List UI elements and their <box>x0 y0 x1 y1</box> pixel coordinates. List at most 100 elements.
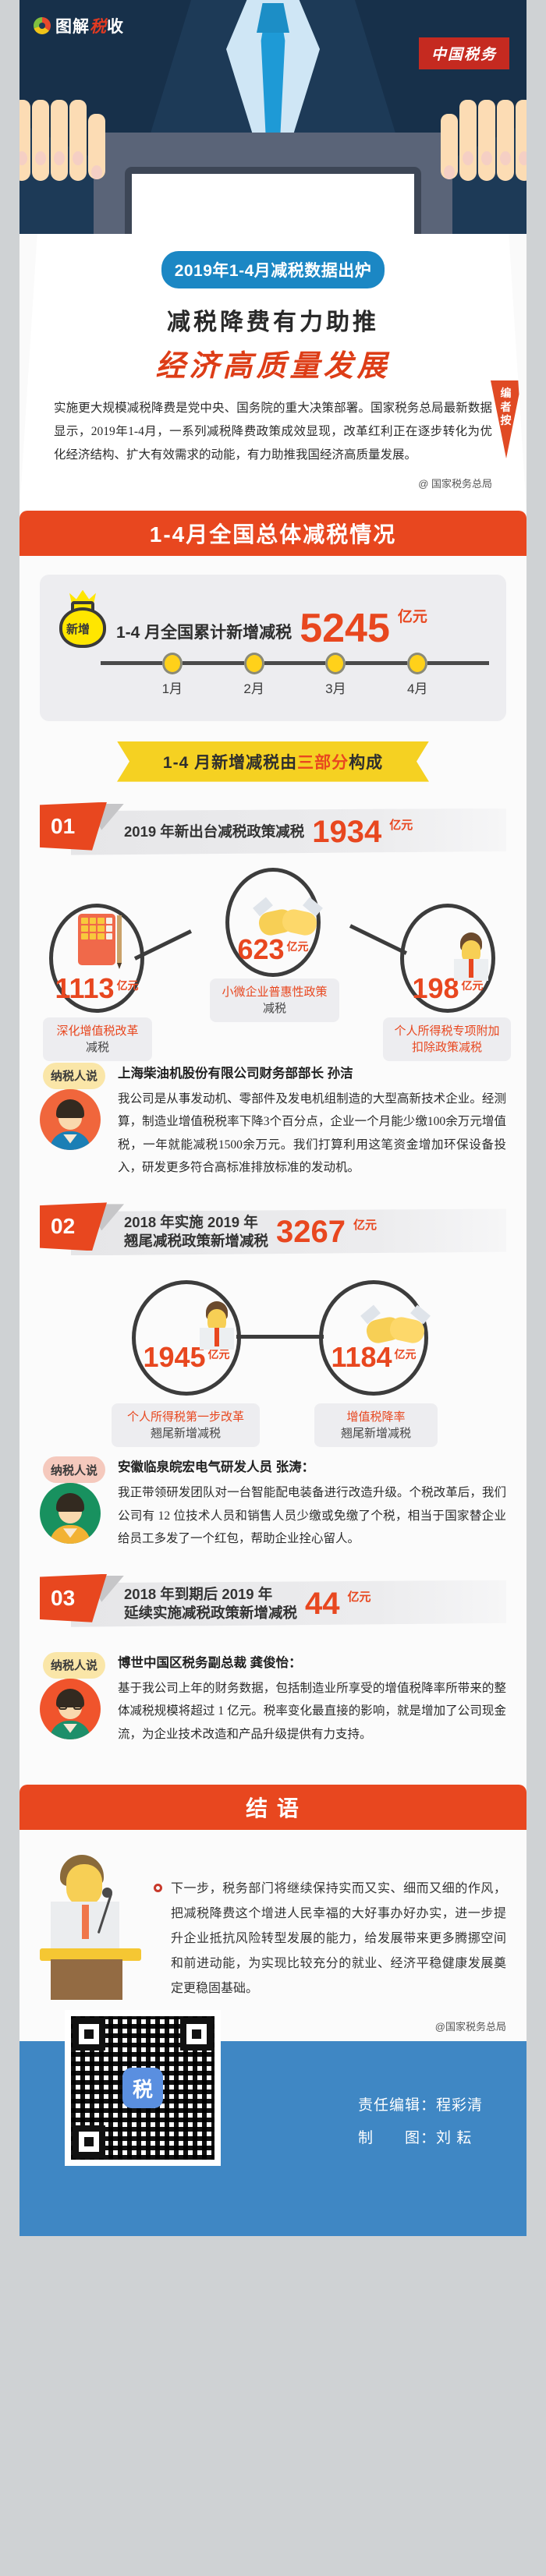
timeline-dot-icon <box>161 652 183 674</box>
total-card: 新增 1-4 月全国累计新增减税 5245 亿元 1月 2月 <box>40 574 506 721</box>
page-footer: 税 责任编辑：程彩清 制 图：刘 耘 <box>20 2010 526 2237</box>
avatar <box>40 1088 101 1150</box>
node-caption-vat-reform: 深化增值税改革 减税 <box>43 1017 152 1061</box>
timeline-dot-icon <box>407 652 428 674</box>
cover-paper: 2019年1-4月减税数据出炉 减税降费有力助推 经济高质量发展 编 者 按 实… <box>20 234 526 511</box>
laptop-screen-frame <box>125 167 421 234</box>
money-bag-icon: 新增 <box>57 589 108 648</box>
person-icon <box>197 1301 237 1350</box>
total-section-body: 新增 1-4 月全国累计新增减税 5245 亿元 1月 2月 <box>20 555 526 1785</box>
total-unit: 亿元 <box>397 608 427 625</box>
headline-primary: 减税降费有力助推 <box>167 310 379 335</box>
node-caption-small-business: 小微企业普惠性政策 减税 <box>210 978 339 1022</box>
handshake-icon <box>253 897 323 942</box>
node-value: 1184 <box>331 1341 392 1374</box>
section-01-unit: 亿元 <box>389 818 413 832</box>
quote-speaker-name: 博世中国区税务副总裁 龚俊怡： <box>118 1655 302 1670</box>
person-icon <box>451 932 491 981</box>
section-head-02: 02 2018 年实施 2019 年 翘尾减税政策新增减税 3267 亿元 <box>40 1202 506 1260</box>
money-bag-label: 新增 <box>66 622 90 636</box>
calculator-icon <box>78 913 122 969</box>
editor-note-flag: 编 者 按 <box>491 380 522 458</box>
timeline-line <box>101 661 162 666</box>
qr-code[interactable]: 税 <box>65 2010 221 2167</box>
taxpayer-quote-01: 纳税人说 上海柴油机股份有限公司财务部部长 孙洁 我公司是从事发动机、零部件及发… <box>40 1062 506 1180</box>
data-release-badge: 2019年1-4月减税数据出炉 <box>161 251 385 288</box>
timeline-label: 4月 <box>406 681 428 696</box>
footer-credits: 责任编辑：程彩清 制 图：刘 耘 <box>358 2089 483 2155</box>
glasses-icon <box>58 1701 82 1710</box>
node-vat-rate-cut: 1184 亿元 <box>319 1280 431 1396</box>
section-03-value: 44 <box>305 1586 340 1621</box>
avatar <box>40 1678 101 1739</box>
node-connector <box>349 923 407 955</box>
section-number-01: 01 <box>40 801 107 851</box>
section-01-node-chart: 1113 亿元 深化增值税改革 减税 623 亿元 <box>40 863 511 1061</box>
hand-left-icon <box>20 100 105 181</box>
node-value: 623 <box>237 932 285 965</box>
conclusion-text: 下一步，税务部门将继续保持实而又实、细而又细的作风，把减税降费这个增进人民幸福的… <box>154 1877 506 2001</box>
composition-ribbon: 1-4 月新增减税由三部分构成 <box>117 741 429 782</box>
node-vat-reform: 1113 亿元 <box>49 903 144 1013</box>
timeline-node-3: 3月 <box>325 652 346 696</box>
quote-bubble-label: 纳税人说 <box>43 1062 105 1098</box>
section-02-node-chart: 1945 亿元 个人所得税第一步改革 翘尾新增减税 1184 亿元 <box>40 1263 506 1448</box>
hand-right-icon <box>441 100 526 181</box>
footer-designer: 制 图：刘 耘 <box>357 2129 473 2146</box>
node-caption-personal-income-tax: 个人所得税专项附加 扣除政策减税 <box>383 1017 511 1061</box>
section-head-03: 03 2018 年到期后 2019 年 延续实施减税政策新增减税 44 亿元 <box>40 1573 506 1632</box>
timeline-line <box>346 661 408 666</box>
node-caption-vat-rate-cut: 增值税降率 翘尾新增减税 <box>314 1403 438 1448</box>
section-bar-total: 1-4月全国总体减税情况 <box>20 510 526 556</box>
conclusion-body: 下一步，税务部门将继续保持实而又实、细而又细的作风，把减税降费这个增进人民幸福的… <box>20 1830 526 2042</box>
qr-pattern: 税 <box>71 2016 214 2160</box>
section-03-title: 2018 年到期后 2019 年 延续实施减税政策新增减税 <box>124 1585 298 1621</box>
quote-text: 基于我公司上年的财务数据，包括制造业所享受的增值税降率所带来的整体减税规模将超过… <box>118 1681 506 1741</box>
node-unit: 亿元 <box>286 939 309 953</box>
pie-chart-icon <box>34 17 51 34</box>
node-caption-iit-first-step: 个人所得税第一步改革 翘尾新增减税 <box>112 1403 260 1448</box>
node-value: 1113 <box>55 971 115 1004</box>
total-row: 新增 1-4 月全国累计新增减税 5245 亿元 <box>57 589 489 651</box>
timeline-label: 1月 <box>161 681 183 696</box>
total-value: 5245 <box>300 605 390 651</box>
taxpayer-quote-03: 纳税人说 博世中国区税务副总裁 龚俊怡： 基于我公司上年的财务数据，包括制造业所… <box>40 1651 506 1746</box>
qr-center-logo: 税 <box>122 2068 163 2109</box>
timeline-node-4: 4月 <box>407 652 428 696</box>
node-unit: 亿元 <box>461 978 484 992</box>
node-iit-first-step: 1945 亿元 <box>132 1280 241 1396</box>
hero-banner: 图解税收 中国税务 <box>20 0 526 234</box>
node-value: 1945 <box>143 1341 206 1374</box>
timeline-label: 3月 <box>325 681 346 696</box>
quote-speaker-name: 上海柴油机股份有限公司财务部部长 孙洁 <box>118 1066 353 1081</box>
node-unit: 亿元 <box>207 1348 230 1361</box>
node-small-business: 623 亿元 <box>225 867 323 977</box>
month-timeline: 1月 2月 3月 4月 <box>57 652 489 696</box>
cover-source: @ 国家税务总局 <box>418 477 492 490</box>
handshake-icon <box>360 1304 431 1350</box>
quote-bubble-label: 纳税人说 <box>43 1456 105 1492</box>
timeline-node-2: 2月 <box>243 652 264 696</box>
site-logo: 图解税收 <box>34 14 124 37</box>
node-unit: 亿元 <box>394 1348 417 1361</box>
section-03-unit: 亿元 <box>347 1590 371 1604</box>
section-02-unit: 亿元 <box>353 1219 378 1233</box>
section-01-value: 1934 <box>312 814 382 849</box>
laptop-screen-pane <box>132 174 414 234</box>
brand-stamp: 中国税务 <box>418 37 509 69</box>
timeline-label: 2月 <box>243 681 264 696</box>
logo-label: 图解税收 <box>55 18 124 36</box>
bullet-icon <box>154 1884 162 1893</box>
timeline-dot-icon <box>243 652 264 674</box>
taxpayer-quote-02: 纳税人说 安徽临泉皖宏电气研发人员 张涛： 我正带领研发团队对一台智能配电装备进… <box>40 1456 506 1550</box>
quote-text: 我正带领研发团队对一台智能配电装备进行改造升级。个税改革后，我们公司有 12 位… <box>118 1486 506 1546</box>
timeline-line <box>264 661 326 666</box>
podium-speaker-icon <box>40 1850 141 2001</box>
section-01-title: 2019 年新出台减税政策减税 <box>124 823 305 840</box>
timeline-line <box>182 661 244 666</box>
footer-editor: 责任编辑：程彩清 <box>357 2097 483 2114</box>
lead-paragraph: 实施更大规模减税降费是党中央、国务院的重大决策部署。国家税务总局最新数据显示，2… <box>54 402 492 462</box>
timeline-dot-icon <box>325 652 346 674</box>
conclusion-source: @国家税务总局 <box>434 2021 506 2033</box>
